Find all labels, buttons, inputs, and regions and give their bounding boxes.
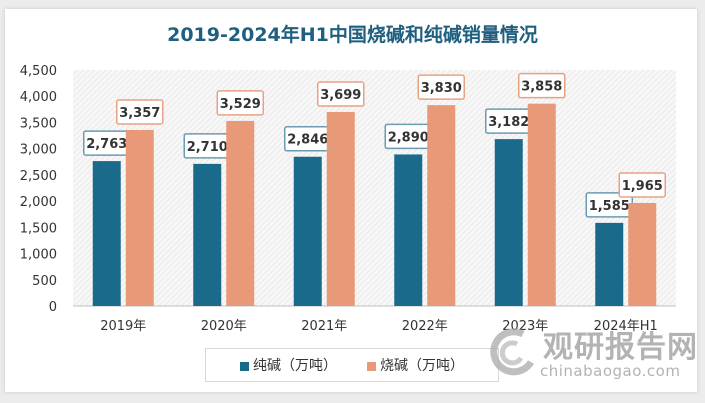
data-label: 3,357 (119, 106, 160, 121)
bar-caustic-soda (427, 105, 456, 306)
legend: 纯碱（万吨） 烧碱（万吨） (205, 348, 499, 382)
bar-soda-ash (595, 222, 624, 306)
data-label: 2,890 (388, 130, 429, 145)
x-tick-label: 2020年 (201, 319, 247, 334)
data-label-box (417, 74, 465, 100)
data-label: 2,846 (287, 133, 328, 148)
data-label: 1,965 (622, 179, 663, 194)
data-label: 1,585 (589, 199, 630, 214)
legend-item-soda-ash: 纯碱（万吨） (240, 355, 337, 375)
bar-caustic-soda (628, 202, 657, 306)
y-tick-label: 0 (49, 300, 57, 315)
y-tick-label: 4,000 (20, 90, 57, 105)
data-label: 3,699 (320, 88, 361, 103)
y-tick-label: 2,500 (20, 169, 57, 184)
bar-caustic-soda (527, 103, 556, 306)
bar-caustic-soda (226, 120, 255, 306)
legend-item-caustic-soda: 烧碱（万吨） (367, 355, 464, 375)
data-label-box (317, 81, 365, 107)
bar-soda-ash (293, 156, 322, 306)
y-tick-label: 3,500 (20, 116, 57, 131)
bar-caustic-soda (326, 112, 355, 307)
data-label-box (518, 72, 566, 99)
y-tick-label: 500 (32, 274, 57, 289)
data-label: 3,182 (488, 115, 529, 130)
bar-soda-ash (193, 163, 222, 306)
plot-area (73, 70, 676, 306)
x-tick-label: 2022年 (402, 319, 448, 334)
data-label-box (618, 172, 666, 198)
bar-caustic-soda (125, 129, 154, 306)
y-tick-label: 1,000 (20, 248, 57, 263)
y-tick-label: 3,000 (20, 143, 57, 158)
watermark-logo-icon (490, 328, 535, 376)
data-label: 2,763 (86, 137, 127, 152)
bar-soda-ash (394, 154, 423, 306)
legend-swatch-caustic-soda (367, 361, 376, 371)
data-label: 2,710 (187, 140, 228, 155)
y-tick-label: 2,000 (20, 195, 57, 210)
data-label-box (216, 90, 264, 116)
x-tick-label: 2024年H1 (594, 319, 658, 334)
y-tick-label: 4,500 (20, 64, 57, 79)
data-label-box (116, 99, 164, 125)
data-label: 3,529 (220, 97, 261, 112)
x-tick-label: 2019年 (100, 319, 146, 334)
bar-soda-ash (92, 161, 121, 306)
data-label: 3,830 (421, 81, 462, 96)
y-tick-label: 1,500 (20, 221, 57, 236)
legend-swatch-soda-ash (240, 361, 249, 371)
bar-soda-ash (494, 139, 523, 306)
data-label: 3,858 (521, 80, 562, 95)
x-tick-label: 2021年 (301, 319, 347, 334)
chart-title: 2019-2024年H1中国烧碱和纯碱销量情况 (167, 24, 538, 46)
